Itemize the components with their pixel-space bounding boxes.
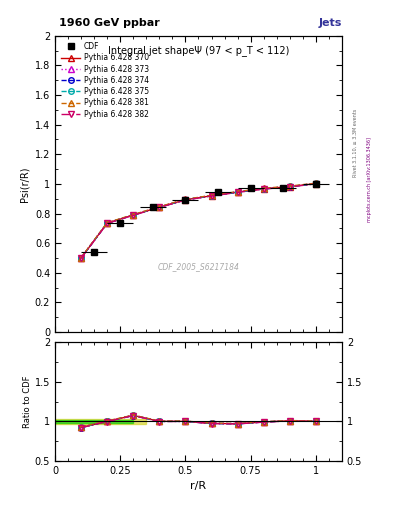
Y-axis label: Psi(r/R): Psi(r/R) (19, 166, 29, 202)
Text: mcplots.cern.ch [arXiv:1306.3436]: mcplots.cern.ch [arXiv:1306.3436] (367, 137, 372, 222)
Text: Jets: Jets (319, 18, 342, 28)
Text: 1960 GeV ppbar: 1960 GeV ppbar (59, 18, 160, 28)
Text: CDF_2005_S6217184: CDF_2005_S6217184 (158, 262, 239, 271)
X-axis label: r/R: r/R (190, 481, 207, 491)
Bar (55, 419, 133, 423)
Legend: CDF, Pythia 6.428 370, Pythia 6.428 373, Pythia 6.428 374, Pythia 6.428 375, Pyt: CDF, Pythia 6.428 370, Pythia 6.428 373,… (59, 39, 151, 121)
Bar (55, 418, 146, 424)
Text: Rivet 3.1.10, ≥ 3.3M events: Rivet 3.1.10, ≥ 3.3M events (353, 109, 358, 178)
Y-axis label: Ratio to CDF: Ratio to CDF (23, 375, 32, 428)
Text: Integral jet shapeΨ (97 < p_T < 112): Integral jet shapeΨ (97 < p_T < 112) (108, 45, 289, 56)
